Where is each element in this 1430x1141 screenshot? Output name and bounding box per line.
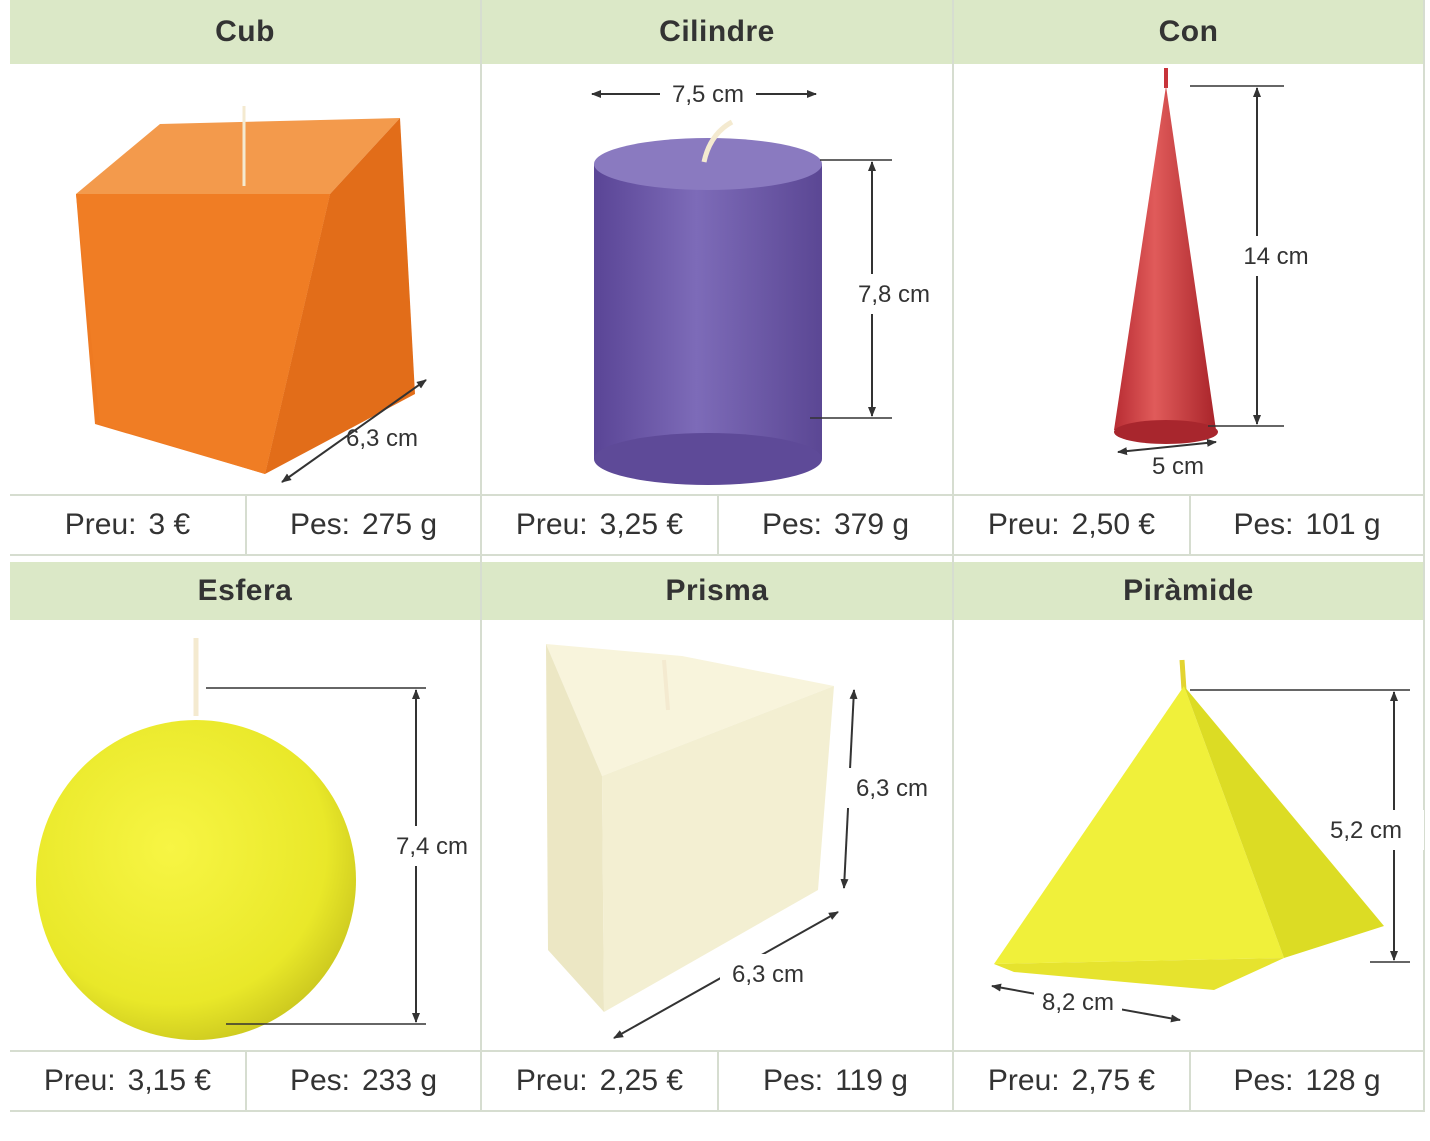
price-label: Preu: bbox=[987, 508, 1060, 541]
dimension-label: 6,3 cm bbox=[732, 961, 804, 988]
weight-value: 119 g bbox=[835, 1064, 908, 1097]
price-cell: Preu: 3 € bbox=[10, 496, 247, 554]
card-con: Con 14 cm 5 cm Preu: 2,50 € Pes: 101 g bbox=[954, 0, 1425, 556]
cube-candle-illustration: 6,3 cm bbox=[76, 106, 427, 483]
weight-value: 233 g bbox=[361, 1064, 438, 1097]
price-value: 2,75 € bbox=[1071, 1064, 1156, 1097]
weight-label: Pes: bbox=[1233, 1064, 1294, 1097]
weight-label: Pes: bbox=[763, 1064, 824, 1097]
dimension-label: 7,4 cm bbox=[396, 833, 468, 860]
shape-title: Piràmide bbox=[954, 562, 1423, 620]
sphere-candle-illustration: 7,4 cm bbox=[36, 638, 472, 1040]
card-cilindre: Cilindre 7,5 cm 7,8 cm Preu: 3,25 € Pes: 3… bbox=[482, 0, 954, 556]
weight-value: 128 g bbox=[1305, 1064, 1381, 1097]
dimension-label: 8,2 cm bbox=[1042, 989, 1114, 1016]
info-row: Preu: 3,15 € Pes: 233 g bbox=[10, 1050, 480, 1110]
weight-cell: Pes: 275 g bbox=[247, 496, 480, 554]
dimension-label: 6,3 cm bbox=[346, 425, 418, 452]
cone-candle-illustration: 14 cm 5 cm bbox=[1114, 68, 1315, 480]
pyramid-candle-illustration: 5,2 cm 8,2 cm bbox=[991, 659, 1424, 1023]
weight-cell: Pes: 101 g bbox=[1191, 496, 1423, 554]
weight-cell: Pes: 119 g bbox=[719, 1052, 952, 1110]
price-value: 2,50 € bbox=[1071, 508, 1156, 541]
dimension-label: 5 cm bbox=[1152, 453, 1204, 480]
price-label: Preu: bbox=[64, 508, 137, 541]
shape-title: Prisma bbox=[482, 562, 952, 620]
price-label: Preu: bbox=[43, 1064, 116, 1097]
card-prisma: Prisma 6,3 cm 6,3 cm Preu: 2,25 € Pes: 119… bbox=[482, 556, 954, 1112]
dimension-label: 14 cm bbox=[1243, 243, 1308, 270]
weight-label: Pes: bbox=[289, 1064, 350, 1097]
info-row: Preu: 2,25 € Pes: 119 g bbox=[482, 1050, 952, 1110]
shape-title: Cilindre bbox=[482, 0, 952, 64]
price-cell: Preu: 3,15 € bbox=[10, 1052, 247, 1110]
weight-cell: Pes: 128 g bbox=[1191, 1052, 1423, 1110]
weight-cell: Pes: 379 g bbox=[719, 496, 952, 554]
price-cell: Preu: 3,25 € bbox=[482, 496, 719, 554]
price-value: 2,25 € bbox=[599, 1064, 684, 1097]
dimension-label: 7,5 cm bbox=[672, 81, 744, 108]
weight-label: Pes: bbox=[289, 508, 350, 541]
weight-value: 101 g bbox=[1305, 508, 1381, 541]
price-value: 3,15 € bbox=[127, 1064, 212, 1097]
price-cell: Preu: 2,50 € bbox=[954, 496, 1191, 554]
price-value: 3 € bbox=[148, 508, 191, 541]
candle-shapes-grid: Cub 6,3 cm Preu: 3 € Pes: 275 g Cilindre 7… bbox=[10, 0, 1425, 1112]
card-piramide: Piràmide 5,2 cm 8,2 cm Preu: 2,75 € Pes: 1… bbox=[954, 556, 1425, 1112]
info-row: Preu: 3 € Pes: 275 g bbox=[10, 494, 480, 554]
card-esfera: Esfera 7,4 cm Preu: 3,15 € Pes: 233 g bbox=[10, 556, 482, 1112]
price-label: Preu: bbox=[515, 508, 588, 541]
price-cell: Preu: 2,75 € bbox=[954, 1052, 1191, 1110]
info-row: Preu: 2,50 € Pes: 101 g bbox=[954, 494, 1423, 554]
info-row: Preu: 3,25 € Pes: 379 g bbox=[482, 494, 952, 554]
price-value: 3,25 € bbox=[599, 508, 684, 541]
weight-value: 379 g bbox=[833, 508, 910, 541]
shape-title: Con bbox=[954, 0, 1423, 64]
shape-title: Cub bbox=[10, 0, 480, 64]
card-cub: Cub 6,3 cm Preu: 3 € Pes: 275 g bbox=[10, 0, 482, 556]
dimension-label: 7,8 cm bbox=[858, 281, 930, 308]
price-label: Preu: bbox=[987, 1064, 1060, 1097]
weight-label: Pes: bbox=[761, 508, 822, 541]
price-cell: Preu: 2,25 € bbox=[482, 1052, 719, 1110]
weight-cell: Pes: 233 g bbox=[247, 1052, 480, 1110]
weight-value: 275 g bbox=[361, 508, 438, 541]
shape-title: Esfera bbox=[10, 562, 480, 620]
weight-label: Pes: bbox=[1233, 508, 1294, 541]
prism-candle-illustration: 6,3 cm 6,3 cm bbox=[546, 644, 928, 1039]
dimension-label: 6,3 cm bbox=[856, 775, 928, 802]
price-label: Preu: bbox=[515, 1064, 588, 1097]
dimension-label: 5,2 cm bbox=[1330, 817, 1402, 844]
cylinder-candle-illustration: 7,5 cm 7,8 cm bbox=[591, 78, 934, 485]
info-row: Preu: 2,75 € Pes: 128 g bbox=[954, 1050, 1423, 1110]
